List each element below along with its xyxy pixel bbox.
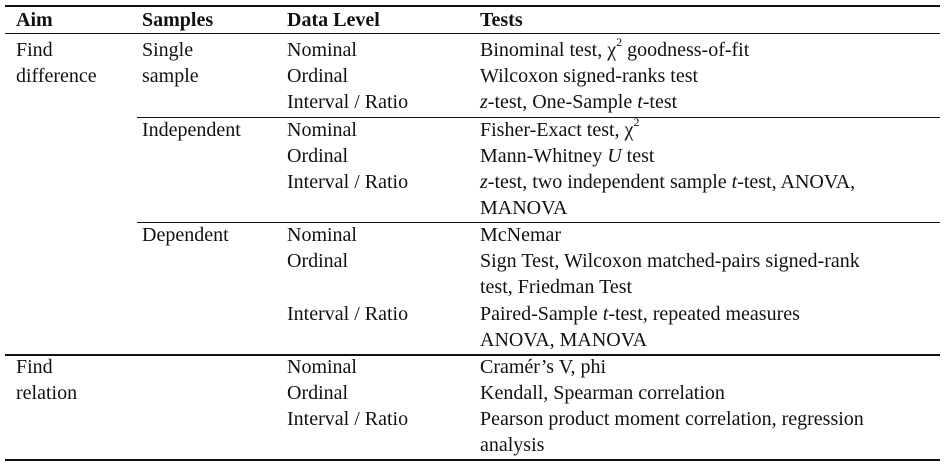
level-nominal: Nominal <box>287 224 357 246</box>
tests-cell: z-test, One-Sample t-test <box>480 91 678 113</box>
tests-cell: Kendall, Spearman correlation <box>480 382 725 404</box>
tests-cell: z-test, two independent sample t-test, A… <box>480 171 856 193</box>
aim-difference-line1: Find <box>16 39 53 61</box>
level-interval-ratio: Interval / Ratio <box>287 303 409 325</box>
level-interval-ratio: Interval / Ratio <box>287 91 409 113</box>
tests-cell: Mann-Whitney U test <box>480 145 655 167</box>
header-aim: Aim <box>16 9 53 31</box>
aim-relation-line1: Find <box>16 356 53 378</box>
header-samples: Samples <box>142 9 214 31</box>
aim-relation-line2: relation <box>16 382 78 404</box>
independent-dependent-divider <box>137 222 940 223</box>
samples-dependent: Dependent <box>142 224 229 246</box>
samples-independent: Independent <box>142 119 241 141</box>
tests-cell: Pearson product moment correlation, regr… <box>480 408 864 430</box>
single-independent-divider <box>137 117 940 118</box>
tests-cell: Wilcoxon signed-ranks test <box>480 65 699 87</box>
tests-cell-continuation: MANOVA <box>480 197 568 219</box>
tests-cell: Fisher-Exact test, χ2 <box>480 115 640 141</box>
bottom-rule <box>5 459 940 461</box>
header-tests: Tests <box>480 9 523 31</box>
samples-single-line2: sample <box>142 65 199 87</box>
tests-cell: McNemar <box>480 224 562 246</box>
level-nominal: Nominal <box>287 119 357 141</box>
level-ordinal: Ordinal <box>287 382 349 404</box>
level-interval-ratio: Interval / Ratio <box>287 171 409 193</box>
header-data-level: Data Level <box>287 9 380 31</box>
level-nominal: Nominal <box>287 356 357 378</box>
level-ordinal: Ordinal <box>287 250 349 272</box>
tests-cell: Paired-Sample t-test, repeated measures <box>480 303 800 325</box>
tests-cell-continuation: ANOVA, MANOVA <box>480 329 648 351</box>
level-ordinal: Ordinal <box>287 145 349 167</box>
difference-relation-divider <box>5 354 940 356</box>
level-interval-ratio: Interval / Ratio <box>287 408 409 430</box>
samples-single-line1: Single <box>142 39 194 61</box>
header-rule <box>5 33 940 34</box>
level-nominal: Nominal <box>287 39 357 61</box>
aim-difference-line2: difference <box>16 65 97 87</box>
tests-cell: Cramér’s V, phi <box>480 356 607 378</box>
top-rule <box>5 5 940 7</box>
tests-cell: Binominal test, χ2 goodness-of-fit <box>480 35 750 61</box>
level-ordinal: Ordinal <box>287 65 349 87</box>
tests-cell-continuation: analysis <box>480 434 545 456</box>
tests-cell: Sign Test, Wilcoxon matched-pairs signed… <box>480 250 860 272</box>
tests-cell-continuation: test, Friedman Test <box>480 276 633 298</box>
